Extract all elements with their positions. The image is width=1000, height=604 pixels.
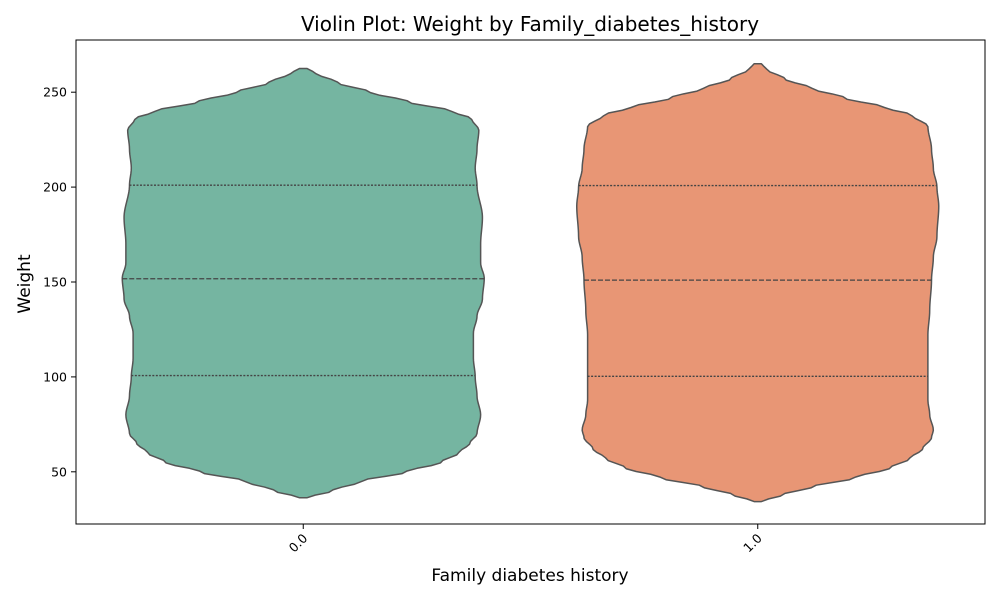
y-axis: 50 100 150 200 250 — [43, 85, 76, 479]
y-axis-label: Weight — [15, 254, 35, 314]
y-tick-label: 250 — [43, 85, 67, 100]
y-tick-label: 200 — [43, 180, 67, 195]
violin-1.0 — [576, 62, 940, 503]
y-tick-label: 150 — [43, 275, 67, 290]
y-tick-label: 100 — [43, 369, 67, 384]
x-tick-label: 1.0 — [740, 530, 765, 555]
violins — [121, 62, 940, 503]
violin-0.0 — [121, 67, 485, 499]
x-axis: 0.0 1.0 — [286, 524, 765, 555]
x-axis-label: Family diabetes history — [431, 566, 628, 586]
violin-body — [576, 62, 940, 503]
violin-body — [121, 67, 485, 499]
x-tick-label: 0.0 — [286, 530, 311, 555]
y-tick-label: 50 — [51, 464, 67, 479]
chart-title: Violin Plot: Weight by Family_diabetes_h… — [301, 12, 759, 36]
